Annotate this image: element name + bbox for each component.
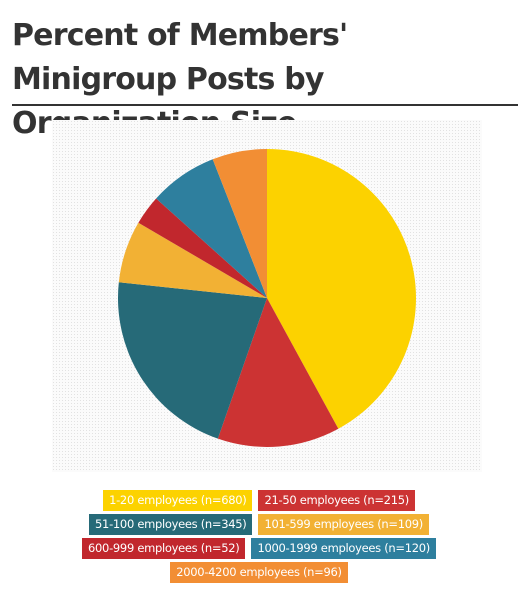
legend-item: 51-100 employees (n=345) [89,514,253,535]
legend-row: 600-999 employees (n=52) 1000-1999 employ… [0,538,518,559]
legend-item: 1000-1999 employees (n=120) [251,538,436,559]
pie-slice-6 [156,159,267,298]
legend-item: 2000-4200 employees (n=96) [170,562,348,583]
legend-item: 21-50 employees (n=215) [258,490,415,511]
pie-slice-4 [118,222,267,298]
pie-slice-7 [212,149,267,298]
pie-slice-5 [138,198,267,298]
legend-item: 600-999 employees (n=52) [82,538,246,559]
pie-slice-1 [267,149,416,429]
pie-slice-3 [117,282,267,439]
legend: 1-20 employees (n=680) 21-50 employees (n… [0,490,518,586]
legend-row: 2000-4200 employees (n=96) [0,562,518,583]
legend-item: 1-20 employees (n=680) [103,490,253,511]
title-divider [12,104,518,106]
legend-row: 1-20 employees (n=680) 21-50 employees (n… [0,490,518,511]
legend-row: 51-100 employees (n=345) 101-599 employee… [0,514,518,535]
legend-item: 101-599 employees (n=109) [258,514,429,535]
pie-slice-2 [217,298,339,447]
